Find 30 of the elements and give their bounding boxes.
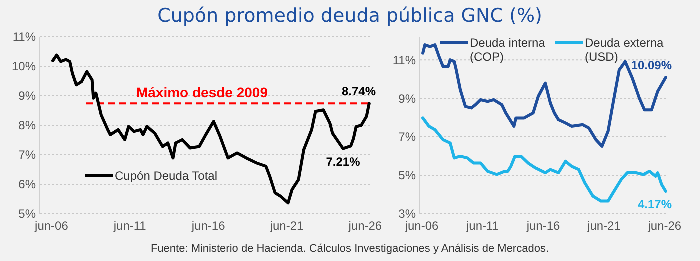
x-tick-label: jun-16 <box>190 219 226 233</box>
annotation: 7.21% <box>326 154 361 169</box>
source-note: Fuente: Ministerio de Hacienda. Cálculos Investigaciones y Análisis de Mercados. <box>150 243 550 255</box>
x-tick-label: jun-11 <box>112 219 147 233</box>
y-tick-label: 10% <box>12 60 36 74</box>
annotation: 4.17% <box>638 197 672 212</box>
y-tick-label: 7% <box>398 130 416 144</box>
annotation: 8.74% <box>342 84 376 99</box>
x-tick-label: jun-21 <box>269 219 304 233</box>
y-tick-label: 6% <box>18 178 36 192</box>
legend-label: Cupón Deuda Total <box>115 169 218 184</box>
ref-line-label: Máximo desde 2009 <box>136 84 268 101</box>
y-tick-label: 11% <box>12 30 36 44</box>
x-tick-label: jun-16 <box>526 219 561 233</box>
y-tick-label: 3% <box>398 207 416 222</box>
x-tick-label: jun-06 <box>404 219 440 233</box>
x-tick-label: jun-11 <box>466 219 500 233</box>
x-tick-label: jun-06 <box>34 219 69 233</box>
x-tick-label: jun-26 <box>348 219 382 233</box>
legend-label: Deuda interna (COP) <box>470 36 546 64</box>
chart-title: Cupón promedio deuda pública GNC (%) <box>158 5 542 27</box>
y-tick-label: 5% <box>18 207 36 222</box>
y-tick-label: 5% <box>398 168 416 183</box>
y-tick-label: 8% <box>18 118 36 133</box>
y-tick-label: 9% <box>18 89 36 104</box>
y-tick-label: 7% <box>18 148 36 162</box>
x-tick-label: jun-26 <box>647 219 682 233</box>
y-tick-label: 11% <box>392 53 416 68</box>
y-tick-label: 9% <box>398 92 416 106</box>
x-tick-label: jun-21 <box>586 219 622 233</box>
